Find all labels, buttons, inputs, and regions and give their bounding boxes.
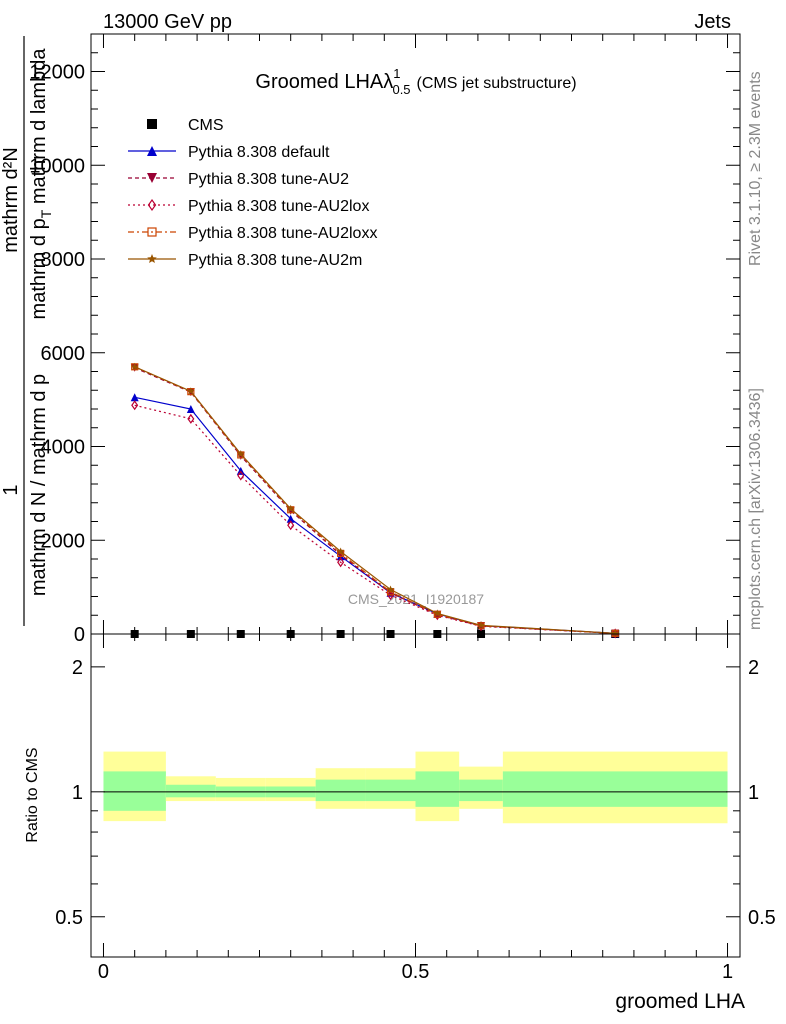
y-axis-label-line1: mathrm d²N [0, 147, 22, 253]
legend-item: Pythia 8.308 tune-AU2m [128, 252, 362, 269]
marker-star [433, 609, 442, 617]
marker-diamond [131, 400, 139, 411]
ratio-tick-label-left: 1 [72, 782, 83, 804]
marker-diamond [287, 520, 295, 531]
main-panel: 0 2000 4000 6000 8000 10000 12000 CMS_2021_I19… [29, 33, 741, 647]
legend-item: Pythia 8.308 tune-AU2 [128, 171, 349, 188]
x-axis-label: groomed LHA [615, 990, 745, 1013]
legend-item: Pythia 8.308 tune-AU2loxx [128, 225, 377, 242]
x-tick-label: 0 [98, 961, 109, 983]
y-tick-label: 10000 [29, 155, 85, 177]
marker-square-open [147, 227, 157, 237]
plot-title-sup: 1 [393, 66, 400, 81]
x-axis: 0 0.5 1 [98, 34, 733, 983]
ratio-band-inner [103, 771, 166, 811]
y-tick-label: 8000 [41, 249, 86, 271]
legend-label: Pythia 8.308 tune-AU2 [188, 171, 349, 188]
ratio-bands [103, 751, 728, 824]
marker-star [237, 450, 245, 458]
plot-title-sub: 0.5 [392, 82, 410, 97]
marker-star [187, 387, 195, 395]
ratio-tick-label-left: 2 [72, 657, 83, 679]
y-axis-label: 1 mathrm d²N mathrm d N / mathrm d p mat… [0, 36, 54, 626]
ratio-band-inner [459, 779, 503, 802]
legend: CMS Pythia 8.308 default Pythia 8.308 tune… [128, 117, 377, 269]
ratio-tick-label-right: 0.5 [748, 907, 776, 929]
y-tick-label: 6000 [41, 343, 86, 365]
marker-square [147, 119, 157, 129]
ratio-band-inner [365, 779, 416, 802]
legend-label: Pythia 8.308 tune-AU2m [188, 252, 362, 269]
marker-star [386, 585, 395, 593]
y-axis-label-num: 1 [0, 484, 22, 495]
series-line [134, 404, 616, 634]
ratio-tick-label-right: 2 [748, 657, 759, 679]
y-axis-label-line2-b: mathrm d lambda [28, 48, 50, 210]
y-tick-label: 2000 [41, 530, 86, 552]
marker-diamond [337, 557, 345, 568]
marker-star [336, 547, 345, 555]
series-pythia-8-308-tune-au2m [130, 362, 619, 637]
y-axis-label-den: mathrm d N / mathrm d p [28, 374, 50, 596]
ratio-panel: 0.5 0.5 1 1 2 2 Ratio to CMS [24, 633, 776, 958]
marker-star [477, 621, 485, 629]
marker-star [611, 629, 619, 637]
x-tick-label: 1 [722, 961, 733, 983]
watermark-analysis: CMS_2021_I1920187 [348, 591, 484, 607]
legend-item: Pythia 8.308 tune-AU2lox [128, 198, 369, 215]
legend-label: CMS [188, 117, 224, 134]
header-jets-label: Jets [694, 11, 731, 33]
ratio-tick-label-right: 1 [748, 782, 759, 804]
mcplots-note: mcplots.cern.ch [arXiv:1306.3436] [747, 388, 764, 630]
marker-triangle-up [186, 405, 195, 413]
rivet-version-note: Rivet 3.1.10, ≥ 2.3M events [747, 71, 764, 266]
legend-item: CMS [147, 117, 224, 134]
x-tick-label: 0.5 [402, 961, 430, 983]
ratio-ticks: 0.5 0.5 1 1 2 2 [55, 657, 776, 929]
marker-star [147, 254, 157, 263]
plot-title-lambda: λ [383, 71, 393, 93]
legend-label: Pythia 8.308 tune-AU2loxx [188, 225, 377, 242]
y-tick-label: 12000 [29, 62, 85, 84]
legend-label: Pythia 8.308 default [188, 144, 330, 161]
marker-triangle-down [147, 173, 157, 183]
legend-item: Pythia 8.308 default [128, 144, 330, 161]
y-tick-label: 0 [74, 624, 85, 646]
marker-diamond [187, 413, 195, 424]
marker-diamond [147, 198, 157, 212]
marker-star [130, 362, 139, 370]
header-energy-label: 13000 GeV pp [103, 11, 232, 33]
y-axis-label-line2: mathrm d pT mathrm d lambda [28, 48, 54, 320]
plot-title-main: Groomed LHA [255, 71, 383, 93]
y-tick-label: 4000 [41, 437, 86, 459]
plot-title-extra: (CMS jet substructure) [417, 75, 577, 92]
legend-label: Pythia 8.308 tune-AU2lox [188, 198, 369, 215]
marker-star [286, 504, 295, 513]
y-axis-label-line2-a: mathrm d p [28, 218, 50, 319]
y-axis-label-line2-sub: T [38, 209, 54, 218]
marker-triangle-up [286, 514, 295, 523]
main-y-tick-labels: 0 2000 4000 6000 8000 10000 12000 [29, 62, 85, 647]
ratio-band-inner [502, 771, 728, 807]
marker-diamond [387, 590, 395, 601]
ratio-band-inner [315, 779, 366, 802]
ratio-y-label: Ratio to CMS [24, 747, 41, 842]
main-ticks [91, 52, 740, 635]
marker-triangle-up [147, 146, 157, 156]
ratio-band-inner [415, 771, 460, 807]
marker-diamond [237, 470, 245, 481]
plot-title: Groomed LHAλ1 0.5 (CMS jet substructure) [255, 66, 576, 97]
marker-triangle-up [130, 393, 139, 402]
ratio-band-inner [165, 784, 216, 798]
ratio-tick-label-left: 0.5 [55, 907, 83, 929]
